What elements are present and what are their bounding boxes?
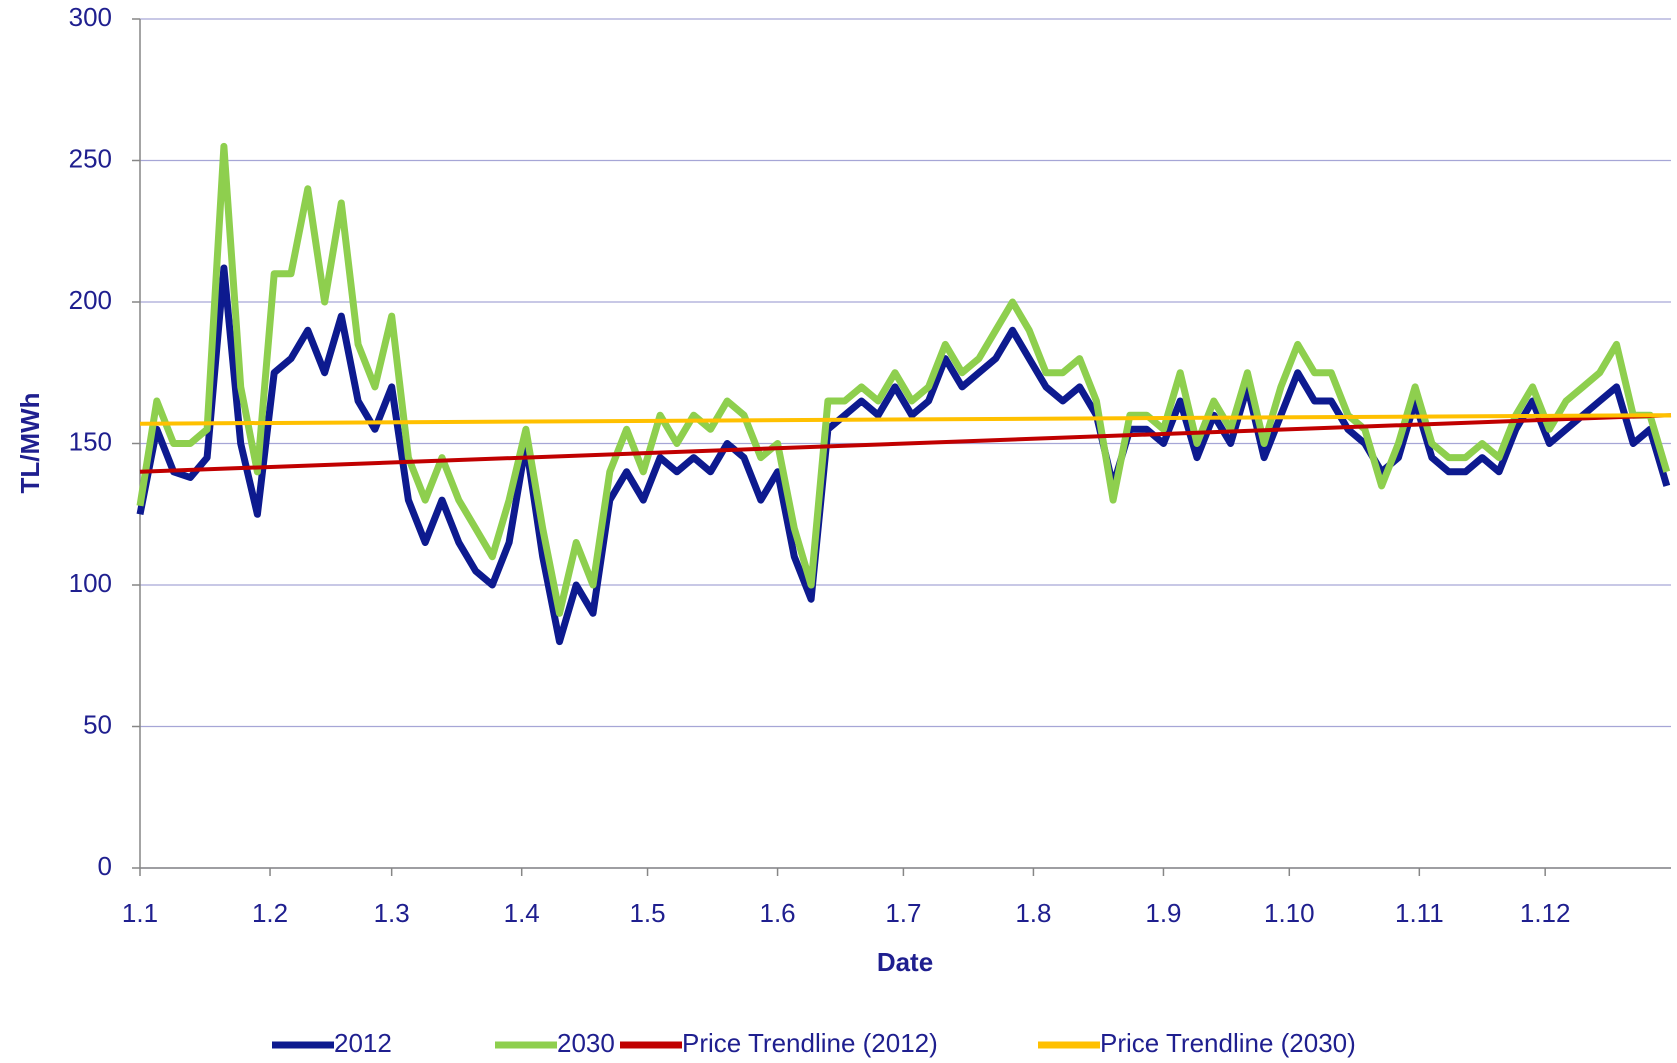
x-tick-label: 1.9 <box>1145 898 1181 928</box>
x-tick-label: 1.7 <box>885 898 921 928</box>
y-tick-label: 150 <box>69 426 112 456</box>
x-axis-label: Date <box>877 947 933 977</box>
x-tick-label: 1.1 <box>122 898 158 928</box>
legend-label: 2030 <box>557 1028 615 1058</box>
series-line <box>139 413 1672 474</box>
x-tick-label: 1.3 <box>374 898 410 928</box>
legend-label: Price Trendline (2030) <box>1100 1028 1356 1058</box>
legend-label: Price Trendline (2012) <box>682 1028 938 1058</box>
x-tick-label: 1.5 <box>629 898 665 928</box>
x-tick-label: 1.11 <box>1395 898 1444 928</box>
x-tick-label: 1.2 <box>252 898 288 928</box>
y-tick-label: 250 <box>69 143 112 173</box>
x-tick-label: 1.12 <box>1520 898 1571 928</box>
x-tick-label: 1.10 <box>1264 898 1315 928</box>
series-line <box>139 413 1672 426</box>
x-tick-label: 1.8 <box>1015 898 1051 928</box>
legend-label: 2012 <box>334 1028 392 1058</box>
x-tick-label: 1.6 <box>759 898 795 928</box>
y-tick-label: 100 <box>69 568 112 598</box>
y-tick-label: 200 <box>69 285 112 315</box>
y-tick-label: 300 <box>69 2 112 32</box>
y-tick-label: 0 <box>98 851 112 881</box>
series-line <box>136 142 1671 617</box>
series-line <box>136 264 1671 646</box>
y-tick-label: 50 <box>83 709 112 739</box>
x-tick-label: 1.4 <box>504 898 540 928</box>
y-axis-label: TL/MWh <box>15 392 45 493</box>
